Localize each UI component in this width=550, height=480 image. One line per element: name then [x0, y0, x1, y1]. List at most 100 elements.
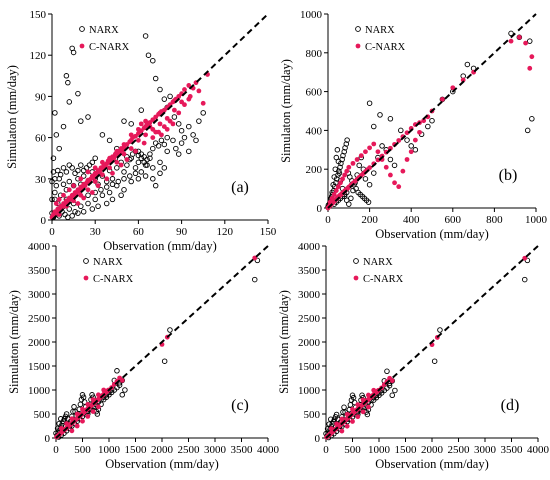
narx-point — [377, 112, 383, 118]
y-tick-label: 0 — [315, 433, 321, 445]
cnarx-point — [89, 190, 95, 195]
y-tick-label: 120 — [30, 50, 47, 62]
narx-point — [138, 155, 145, 161]
x-tick-label: 2000 — [421, 444, 444, 456]
narx-point — [60, 123, 67, 130]
narx-point — [186, 123, 192, 130]
narx-point — [118, 192, 124, 199]
x-axis-title: Observation (mm/day) — [103, 239, 217, 253]
panel-a: 0 30 60 90 120 150 0 30 60 90 120 150 Observation (m… — [5, 9, 277, 253]
narx-point — [251, 276, 258, 283]
x-tick-label: 2000 — [151, 444, 174, 456]
narx-point — [95, 203, 101, 210]
cnarx-point — [124, 157, 130, 162]
y-tick-label: 1000 — [300, 9, 323, 21]
narx-point — [155, 143, 162, 149]
narx-point — [86, 162, 93, 168]
y-tick-label: 0 — [41, 215, 47, 227]
y-tick-label: 800 — [306, 48, 323, 60]
narx-point — [200, 110, 206, 116]
narx-point — [150, 165, 156, 171]
narx-point — [157, 170, 163, 177]
cnarx-point — [78, 176, 84, 182]
cnarx-point — [522, 255, 528, 261]
y-tick-label: 200 — [306, 164, 323, 176]
cnarx-point — [396, 138, 402, 143]
cnarx-point — [167, 118, 173, 124]
cnarx-point — [143, 118, 149, 124]
cnarx-point — [138, 121, 144, 127]
cnarx-point — [136, 137, 141, 143]
x-tick-label: 500 — [344, 444, 361, 456]
y-tick-label: 2000 — [298, 337, 321, 349]
narx-point — [404, 137, 410, 143]
cnarx-point — [363, 149, 368, 155]
y-tick-label: 150 — [30, 9, 47, 21]
legend-cnarx-label: C-NARX — [89, 42, 130, 53]
cnarx-point — [350, 407, 355, 412]
narx-point — [437, 327, 443, 333]
x-tick-label: 0 — [49, 226, 55, 238]
narx-point — [366, 181, 373, 188]
cnarx-point — [118, 162, 124, 168]
narx-point — [49, 178, 55, 185]
narx-point — [346, 201, 352, 207]
cnarx-point — [336, 184, 341, 190]
narx-point — [75, 167, 81, 174]
narx-point — [53, 132, 60, 138]
x-tick-label: 60 — [133, 226, 145, 238]
narx-point — [408, 143, 414, 149]
cnarx-point — [375, 149, 381, 155]
cnarx-point — [187, 94, 193, 99]
cnarx-point — [358, 153, 364, 159]
cnarx-point — [75, 201, 81, 206]
narx-point — [75, 210, 81, 216]
cnarx-point — [128, 132, 134, 138]
narx-point — [132, 170, 139, 177]
cnarx-point — [71, 183, 76, 189]
narx-point — [152, 182, 159, 189]
cnarx-point — [92, 179, 98, 184]
narx-point — [98, 187, 104, 193]
cnarx-point — [396, 184, 402, 190]
cnarx-point — [172, 107, 177, 113]
y-tick-label: 3500 — [28, 265, 51, 277]
x-tick-label: 1000 — [98, 444, 121, 456]
narx-point — [53, 182, 60, 189]
cnarx-point — [450, 85, 456, 91]
x-tick-label: 4000 — [527, 444, 550, 456]
cnarx-point — [110, 170, 115, 176]
cnarx-point — [366, 404, 371, 410]
x-axis-title: Observation (mm/day) — [375, 227, 489, 241]
narx-point — [78, 162, 84, 168]
y-tick-label: 30 — [35, 174, 47, 186]
cnarx-point — [53, 201, 59, 206]
x-tick-label: 2500 — [448, 444, 471, 456]
narx-point — [161, 358, 168, 364]
narx-point — [92, 155, 98, 161]
narx-point — [71, 404, 77, 410]
narx-point — [150, 57, 156, 64]
narx-point — [119, 392, 125, 398]
narx-point — [72, 170, 78, 177]
cnarx-point — [96, 392, 101, 398]
x-tick-label: 3000 — [474, 444, 497, 456]
y-tick-label: 60 — [35, 133, 47, 145]
cnarx-point — [74, 423, 80, 429]
narx-point — [464, 61, 471, 68]
y-tick-label: 1000 — [28, 385, 51, 397]
y-tick-label: 4000 — [298, 241, 321, 253]
narx-point — [135, 152, 142, 159]
x-tick-label: 1000 — [525, 214, 548, 226]
legend-cnarx-label: C-NARX — [365, 42, 406, 53]
narx-point — [66, 178, 73, 185]
cnarx-point — [182, 87, 187, 92]
cnarx-point — [339, 416, 345, 422]
cnarx-point — [440, 96, 445, 102]
narx-point — [124, 162, 130, 168]
cnarx-point — [417, 129, 422, 135]
narx-point — [157, 86, 163, 93]
cnarx-point — [96, 404, 101, 410]
y-tick-label: 1000 — [298, 385, 321, 397]
cnarx-point — [143, 132, 149, 138]
